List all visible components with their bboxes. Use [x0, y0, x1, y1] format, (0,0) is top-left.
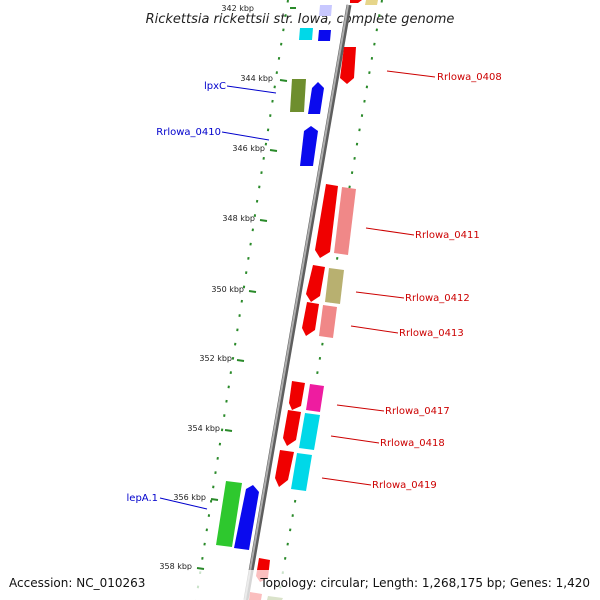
tick-mark	[236, 359, 245, 362]
gene-feature[interactable]	[365, 0, 378, 5]
tick-mark	[224, 429, 233, 432]
map-title: Rickettsia rickettsii str. Iowa, complet…	[146, 12, 455, 27]
tick-label: 354 kbp	[187, 424, 220, 433]
tick-label: 356 kbp	[173, 493, 206, 502]
gene-label[interactable]: Rrlowa_0412	[405, 293, 470, 304]
gene-feature[interactable]	[299, 413, 320, 450]
tick-label: 348 kbp	[222, 214, 255, 223]
gene-rrlowa-0417[interactable]	[289, 381, 305, 410]
gene-feature[interactable]	[319, 5, 332, 16]
gene-labels: lpxC Rrlowa_0410 Rrlowa_0408 Rrlowa_0411…	[127, 72, 502, 504]
gene-feature[interactable]	[319, 305, 337, 338]
tick-mark	[248, 290, 257, 293]
gene-label[interactable]: Rrlowa_0413	[399, 328, 464, 339]
gene-rrlowa-0418[interactable]	[283, 410, 301, 446]
gene-lpxc[interactable]	[290, 79, 306, 112]
tick-label: 346 kbp	[232, 144, 265, 153]
plus-strand-features	[216, 5, 332, 600]
gene-label[interactable]: Rrlowa_0410	[156, 127, 221, 138]
minus-strand-features	[249, 0, 378, 600]
gene-feature[interactable]	[334, 187, 356, 255]
footer-backdrop	[0, 570, 600, 600]
gene-feature[interactable]	[234, 485, 259, 550]
tick-mark	[259, 219, 268, 222]
tick-label: 352 kbp	[199, 354, 232, 363]
genome-backbone	[243, 4, 352, 600]
gene-lepa-1[interactable]	[216, 481, 242, 547]
gene-feature[interactable]	[299, 28, 313, 40]
tick-label: 344 kbp	[240, 74, 273, 83]
gene-feature[interactable]	[306, 384, 324, 412]
gene-label[interactable]: Rrlowa_0418	[380, 438, 445, 449]
tick-label: 342 kbp	[221, 4, 254, 13]
tick-mark	[210, 498, 219, 501]
label-connectors	[159, 70, 436, 510]
gene-label[interactable]: Rrlowa_0411	[415, 230, 480, 241]
gene-rrlowa-0411[interactable]	[315, 184, 338, 258]
gene-feature[interactable]	[308, 82, 324, 114]
accession-text: Accession: NC_010263	[9, 576, 145, 590]
gene-label[interactable]: lpxC	[204, 81, 226, 92]
tick-label: 358 kbp	[159, 562, 192, 571]
tick-mark	[269, 149, 278, 152]
gene-rrlowa-0412[interactable]	[306, 265, 325, 302]
gene-rrlowa-0413[interactable]	[302, 302, 319, 336]
gene-label[interactable]: lepA.1	[127, 493, 158, 504]
tick-mark	[279, 79, 288, 82]
gene-feature[interactable]	[350, 0, 362, 3]
gene-rrlowa-0419[interactable]	[275, 450, 294, 487]
gene-feature[interactable]	[318, 30, 331, 41]
gene-rrlowa-0408[interactable]	[340, 47, 356, 84]
gene-feature[interactable]	[325, 268, 344, 304]
tick-label: 350 kbp	[211, 285, 244, 294]
gene-label[interactable]: Rrlowa_0419	[372, 480, 437, 491]
gene-feature[interactable]	[291, 453, 312, 491]
tick-mark	[196, 567, 205, 570]
genome-summary-text: Topology: circular; Length: 1,268,175 bp…	[259, 576, 590, 590]
gene-label[interactable]: Rrlowa_0417	[385, 406, 450, 417]
gene-label[interactable]: Rrlowa_0408	[437, 72, 502, 83]
kbp-ticks: 342 kbp 344 kbp 346 kbp 348 kbp 350 kbp …	[159, 4, 296, 571]
gene-rrlowa-0410[interactable]	[300, 126, 318, 166]
